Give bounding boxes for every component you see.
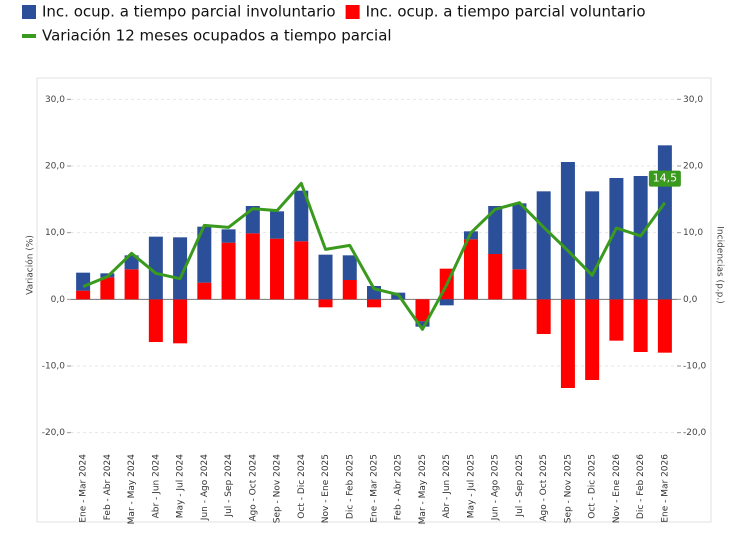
bar: [124, 255, 139, 270]
bar: [512, 203, 527, 270]
x-tick-label: Jun - Ago 2025: [491, 454, 501, 521]
bar: [342, 255, 357, 280]
bar: [221, 229, 236, 243]
bar: [294, 241, 309, 300]
x-tick-label: Nov - Ene 2026: [612, 454, 622, 524]
x-tick-label: Nov - Ene 2025: [321, 454, 331, 523]
bar: [536, 191, 551, 300]
bar: [585, 191, 600, 300]
bar: [294, 190, 309, 242]
bar: [148, 236, 163, 300]
legend-label: Inc. ocup. a tiempo parcial voluntario: [366, 3, 646, 21]
x-tick-label: Abr - Jun 2024: [151, 454, 161, 519]
x-tick-label: Ene - Mar 2025: [370, 454, 380, 523]
x-tick-label: Jun - Ago 2024: [200, 454, 210, 521]
bar: [657, 145, 672, 300]
bar: [148, 299, 163, 342]
x-tick-label: Mar - May 2024: [127, 454, 137, 525]
legend-swatch: [22, 34, 36, 38]
x-tick-label: Sep - Nov 2025: [563, 454, 573, 523]
bar: [270, 238, 285, 300]
x-tick-label: Abr - Jun 2025: [442, 454, 452, 518]
bar: [463, 239, 478, 300]
bar: [197, 226, 212, 283]
x-tick-label: Jul - Sep 2025: [515, 454, 525, 518]
bar: [560, 162, 575, 300]
x-tick-label: Feb - Abr 2024: [103, 454, 113, 521]
bar: [270, 211, 285, 239]
x-tick-label: Ene - Mar 2026: [660, 454, 670, 523]
y-tick-label: -10,0: [42, 362, 66, 372]
x-tick-label: May - Jul 2024: [176, 454, 186, 518]
bar: [657, 299, 672, 353]
bar: [585, 299, 600, 380]
y-axis-label: Variación (%): [25, 235, 36, 295]
x-tick-label: Dic - Feb 2026: [636, 454, 646, 519]
legend-label: Inc. ocup. a tiempo parcial involuntario: [42, 3, 336, 21]
bar: [512, 269, 527, 300]
bar: [560, 299, 575, 388]
y-tick-label: -20,0: [42, 428, 66, 438]
y2-tick-label: -20,0: [683, 428, 707, 438]
x-tick-label: Ene - Mar 2024: [79, 454, 89, 523]
bar: [633, 176, 648, 300]
bar: [342, 280, 357, 300]
bar: [76, 290, 91, 300]
bar: [609, 178, 624, 300]
y2-tick-label: 20,0: [683, 162, 703, 172]
y2-tick-label: 0,0: [683, 295, 698, 305]
x-tick-label: Jul - Sep 2024: [224, 454, 234, 518]
chart-frame: [36, 77, 712, 523]
y-tick-label: 20,0: [45, 162, 65, 172]
bar: [245, 233, 260, 300]
bar: [488, 206, 503, 254]
bar: [439, 299, 454, 306]
bar: [367, 299, 381, 308]
bar: [76, 272, 91, 291]
x-tick-label: Mar - May 2025: [418, 454, 428, 524]
bar: [173, 237, 188, 300]
line: [82, 181, 667, 331]
legend-swatch: [22, 5, 36, 19]
bar: [415, 321, 430, 327]
bar: [415, 299, 430, 322]
y-tick-label: 10,0: [45, 228, 65, 238]
bar: [318, 299, 333, 308]
bar: [197, 282, 212, 300]
bar: [536, 299, 551, 334]
bar: [609, 299, 624, 341]
bar: [633, 299, 648, 352]
x-tick-label: Dic - Feb 2025: [345, 454, 355, 519]
y2-tick-label: 10,0: [683, 228, 703, 238]
y-tick-label: 0,0: [51, 295, 66, 305]
x-tick-label: Feb - Abr 2025: [394, 454, 404, 520]
x-tick-label: Sep - Nov 2024: [273, 454, 283, 524]
x-tick-label: Oct - Dic 2024: [297, 454, 307, 519]
bar: [488, 254, 503, 300]
value-label-box: [648, 170, 681, 187]
x-tick-label: May - Jul 2025: [466, 454, 476, 518]
bar: [173, 299, 188, 344]
y2-tick-label: -10,0: [683, 362, 707, 372]
x-tick-label: Ago - Oct 2024: [248, 454, 258, 522]
x-tick-label: Ago - Oct 2025: [539, 454, 549, 522]
y2-tick-label: 30,0: [683, 95, 703, 105]
bar: [221, 242, 236, 300]
y-tick-label: 30,0: [45, 95, 65, 105]
bar: [100, 277, 115, 300]
bar: [318, 254, 333, 300]
legend-label: Variación 12 meses ocupados a tiempo par…: [42, 27, 392, 45]
bar: [124, 269, 139, 300]
legend-swatch: [345, 5, 360, 19]
value-label: 14,5: [653, 172, 678, 185]
x-tick-label: Oct - Dic 2025: [588, 454, 598, 519]
y2-axis-label: Incidencias (p.p.): [715, 226, 725, 303]
